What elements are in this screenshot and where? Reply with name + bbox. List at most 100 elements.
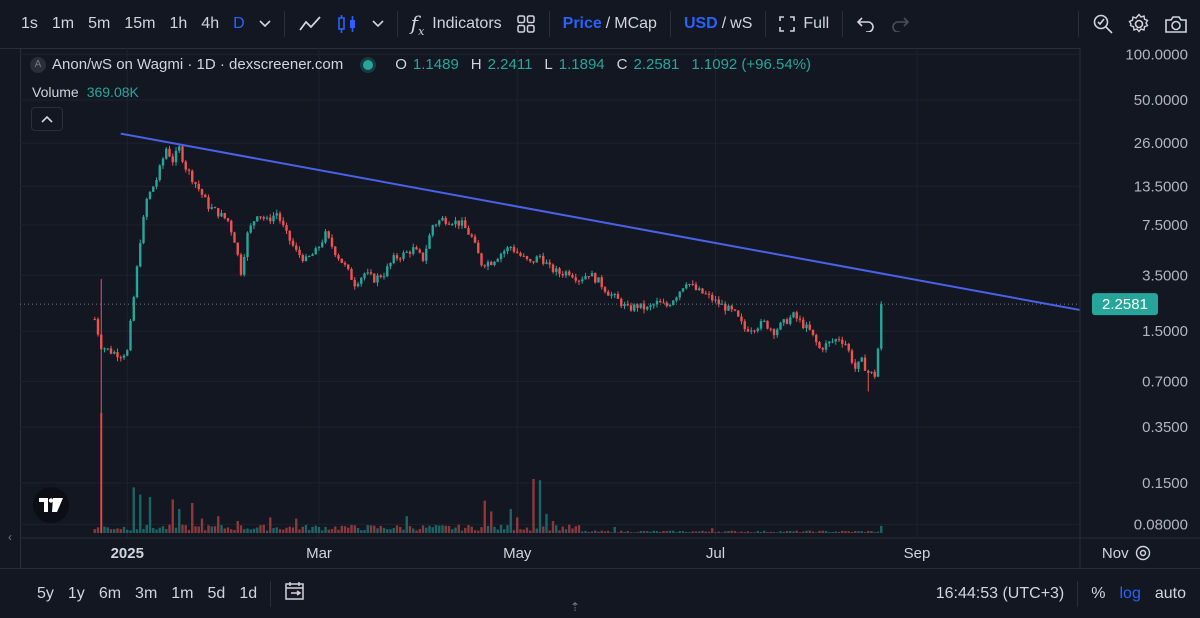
price-tick-label: 50.0000 bbox=[1134, 92, 1188, 109]
currency-toggle[interactable]: USD / wS bbox=[677, 0, 759, 48]
collapse-legend-button[interactable] bbox=[31, 107, 63, 131]
candle-body bbox=[763, 320, 766, 322]
volume-bar bbox=[360, 530, 363, 533]
volume-bar bbox=[512, 530, 516, 533]
interval-1s[interactable]: 1s bbox=[21, 15, 38, 32]
trendline[interactable] bbox=[120, 132, 1161, 326]
price-chart[interactable]: 100.0000 50.0000 26.0000 13.5000 7.5000 3.500… bbox=[20, 48, 1200, 568]
volume-bar bbox=[252, 528, 256, 533]
interval-1m[interactable]: 1m bbox=[51, 15, 75, 32]
candle-body bbox=[548, 262, 551, 265]
price-mcap-separator: / bbox=[605, 15, 611, 32]
grid bbox=[20, 48, 1116, 538]
volume-bar bbox=[470, 526, 473, 533]
price-option[interactable]: Price bbox=[562, 15, 602, 32]
volume-bar bbox=[184, 525, 187, 533]
candle-body bbox=[688, 284, 691, 286]
auto-scale-button[interactable]: auto bbox=[1154, 584, 1186, 602]
volume-bar bbox=[727, 530, 730, 533]
collapse-left-icon[interactable]: ‹ bbox=[8, 530, 12, 544]
high-value: 2.2411 bbox=[487, 56, 533, 73]
candle-body bbox=[243, 257, 246, 275]
usd-option[interactable]: USD bbox=[683, 15, 718, 32]
volume-bar bbox=[659, 531, 662, 533]
line-chart-type-button[interactable] bbox=[291, 0, 329, 48]
go-to-date-button[interactable] bbox=[277, 581, 313, 606]
tradingview-logo-icon bbox=[39, 498, 63, 512]
volume-bar bbox=[545, 513, 548, 533]
volume-bar bbox=[626, 531, 629, 533]
candles-chart-type-button[interactable] bbox=[329, 0, 365, 48]
interval-4h[interactable]: 4h bbox=[201, 15, 220, 32]
volume-bar bbox=[876, 531, 880, 533]
interval-dropdown-button[interactable] bbox=[252, 0, 278, 48]
resize-handle-icon[interactable]: ⇡ bbox=[570, 600, 581, 614]
candle-body bbox=[509, 246, 512, 248]
quote-option[interactable]: wS bbox=[730, 15, 753, 32]
divider bbox=[1078, 11, 1079, 37]
volume-bar bbox=[103, 526, 106, 533]
redo-button[interactable] bbox=[883, 0, 917, 48]
interval-1h[interactable]: 1h bbox=[169, 15, 188, 32]
screenshot-button[interactable] bbox=[1157, 0, 1200, 48]
price-tick-label: 0.7000 bbox=[1142, 373, 1188, 390]
volume-bar bbox=[691, 531, 694, 533]
volume-bar bbox=[226, 527, 230, 533]
candle-body bbox=[161, 158, 165, 166]
volume-bar bbox=[347, 527, 350, 533]
percent-scale-button[interactable]: % bbox=[1091, 584, 1106, 602]
log-scale-button[interactable]: log bbox=[1119, 584, 1141, 602]
volume-bar bbox=[454, 527, 457, 533]
indicators-button[interactable]: fx Indicators bbox=[404, 0, 509, 48]
range-6m[interactable]: 6m bbox=[98, 584, 122, 602]
range-1m[interactable]: 1m bbox=[171, 584, 194, 602]
line-chart-icon bbox=[298, 16, 321, 31]
candle-body bbox=[135, 266, 139, 298]
price-mcap-toggle[interactable]: Price / MCap bbox=[556, 0, 664, 48]
volume-bar bbox=[486, 525, 490, 533]
clock-time[interactable]: 16:44:53 (UTC+3) bbox=[935, 584, 1065, 602]
candle-body bbox=[184, 161, 187, 170]
volume-bar bbox=[542, 526, 545, 533]
candle-body bbox=[220, 213, 223, 217]
volume-bar bbox=[314, 525, 317, 533]
volume-bar bbox=[516, 517, 519, 533]
layouts-button[interactable] bbox=[509, 0, 543, 48]
candle-body bbox=[522, 255, 525, 257]
chart-type-dropdown-button[interactable] bbox=[365, 0, 391, 48]
candle-body bbox=[191, 170, 194, 183]
volume-bar bbox=[590, 531, 594, 533]
range-1d[interactable]: 1d bbox=[239, 584, 258, 602]
volume-bar bbox=[142, 528, 145, 533]
volume-bar bbox=[412, 528, 415, 533]
symbol-title[interactable]: Anon/wS on Wagmi · 1D · dexscreener.com bbox=[52, 56, 344, 73]
volume-bar bbox=[574, 526, 577, 533]
mcap-option[interactable]: MCap bbox=[614, 15, 657, 32]
candle-body bbox=[467, 228, 470, 235]
candle-body bbox=[834, 339, 837, 342]
volume-bar bbox=[824, 531, 828, 533]
range-5d[interactable]: 5d bbox=[207, 584, 226, 602]
time-axis-settings-button[interactable] bbox=[1135, 545, 1151, 561]
range-5y[interactable]: 5y bbox=[37, 584, 54, 602]
time-axis[interactable]: 2025 Mar May Jul Sep Nov bbox=[20, 537, 1200, 562]
candle-body bbox=[620, 298, 623, 307]
range-1y[interactable]: 1y bbox=[67, 584, 85, 602]
candle-body bbox=[265, 217, 269, 219]
settings-button[interactable] bbox=[1121, 0, 1157, 48]
candle-body bbox=[239, 254, 243, 275]
interval-d[interactable]: D bbox=[233, 15, 245, 32]
volume-bar bbox=[256, 527, 259, 533]
candle-body bbox=[805, 324, 808, 329]
interval-15m[interactable]: 15m bbox=[124, 15, 156, 32]
tradingview-logo[interactable] bbox=[33, 487, 69, 523]
candle-body bbox=[311, 254, 314, 256]
candle-body bbox=[626, 303, 629, 306]
gear-core bbox=[1139, 549, 1147, 557]
quick-search-button[interactable] bbox=[1085, 0, 1121, 48]
undo-button[interactable] bbox=[849, 0, 883, 48]
interval-5m[interactable]: 5m bbox=[88, 15, 111, 32]
fullscreen-button[interactable]: Full bbox=[772, 0, 836, 48]
range-3m[interactable]: 3m bbox=[135, 584, 158, 602]
volume-bar bbox=[535, 528, 538, 533]
